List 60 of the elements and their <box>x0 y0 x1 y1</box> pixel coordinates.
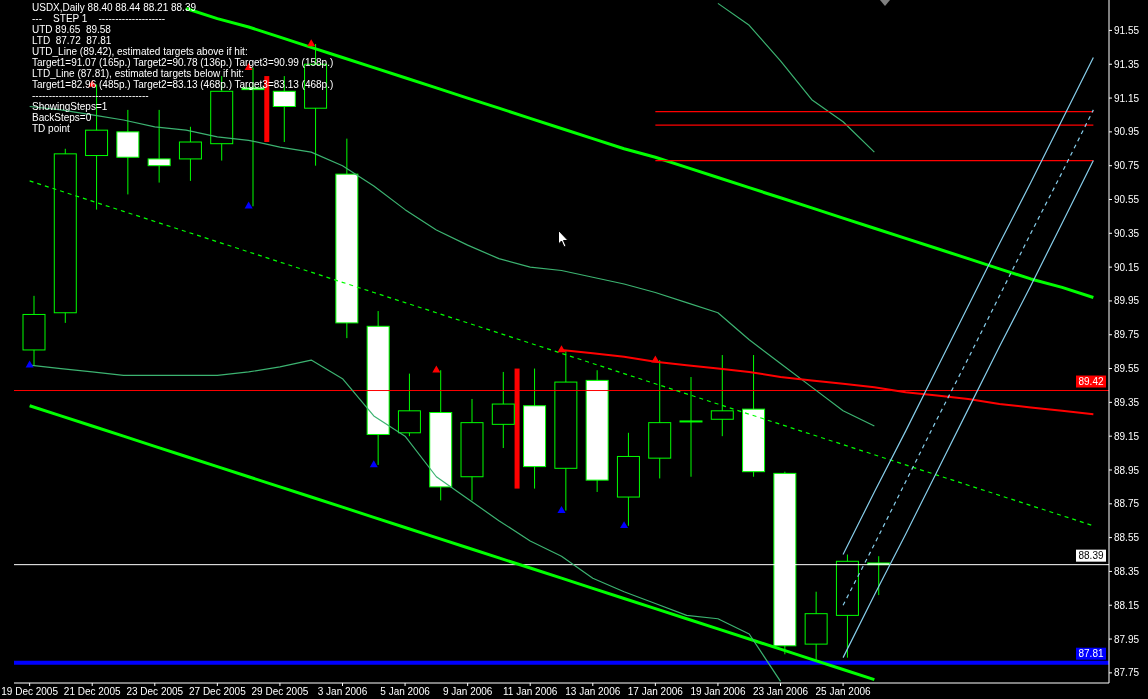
point <box>620 521 629 529</box>
candlestick <box>679 376 703 478</box>
x-tick-label: 27 Dec 2005 <box>189 686 247 698</box>
chart-title: USDX,Daily 88.40 88.44 88.21 88.39 <box>32 2 197 13</box>
y-tick-label: 91.15 <box>1114 92 1140 104</box>
point <box>244 201 253 209</box>
annotation: --- STEP 1 -------------------- <box>32 13 167 24</box>
ref-line-label: 87.81 <box>1078 648 1104 660</box>
x-tick-label: 17 Jan 2006 <box>627 686 684 698</box>
x-tick-label: 3 Jan 2006 <box>317 686 368 698</box>
annotation: LTD_Line (87.81), estimated targets below if hit: <box>32 68 245 79</box>
y-tick-label: 91.35 <box>1114 58 1140 70</box>
y-tick-label: 90.75 <box>1114 160 1140 172</box>
y-tick-label: 90.95 <box>1114 126 1140 138</box>
x-tick-label: 23 Jan 2006 <box>752 686 809 698</box>
candlestick <box>178 126 202 182</box>
candlestick <box>491 371 515 449</box>
ref-line-label: 89.42 <box>1078 376 1104 388</box>
point <box>557 505 566 513</box>
x-tick-label: 25 Jan 2006 <box>815 686 872 698</box>
y-tick-label: 88.15 <box>1114 599 1140 611</box>
x-tick-label: 5 Jan 2006 <box>380 686 431 698</box>
y-tick-label: 89.35 <box>1114 396 1140 408</box>
y-tick-label: 89.95 <box>1114 295 1140 307</box>
y-tick-label: 90.55 <box>1114 194 1140 206</box>
candlestick <box>147 109 171 184</box>
y-tick-label: 89.15 <box>1114 430 1140 442</box>
annotation: LTD 87.72 87.81 <box>32 35 113 46</box>
y-tick-label: 88.55 <box>1114 532 1140 544</box>
line-series <box>717 2 875 153</box>
y-tick-label: 88.35 <box>1114 565 1140 577</box>
x-tick-label: 19 Dec 2005 <box>1 686 59 698</box>
x-tick-label: 23 Dec 2005 <box>126 686 184 698</box>
point <box>432 365 441 373</box>
annotation: BackSteps=0 <box>32 112 92 123</box>
y-tick-label: 88.75 <box>1114 498 1140 510</box>
x-tick-label: 11 Jan 2006 <box>503 686 558 698</box>
line-series <box>28 404 876 682</box>
x-tick-label: 9 Jan 2006 <box>442 686 493 698</box>
annotation: ----------------------------------- <box>32 90 150 101</box>
x-tick-label: 13 Jan 2006 <box>565 686 621 698</box>
y-tick-label: 88.95 <box>1114 464 1140 476</box>
annotation: UTD 89.65 89.58 <box>32 24 112 35</box>
candlestick <box>710 354 734 437</box>
ref-line-label: 88.39 <box>1078 550 1104 562</box>
y-tick-label: 87.95 <box>1114 633 1140 645</box>
annotation: TD point <box>32 123 70 134</box>
y-tick-label: 90.35 <box>1114 227 1140 239</box>
point <box>369 460 378 468</box>
annotation: UTD_Line (89.42), estimated targets above if hit: <box>32 46 248 57</box>
x-tick-label: 21 Dec 2005 <box>63 686 121 698</box>
x-tick-label: 29 Dec 2005 <box>251 686 309 698</box>
y-tick-label: 90.15 <box>1114 261 1140 273</box>
point <box>557 345 566 353</box>
y-tick-label: 89.55 <box>1114 363 1140 375</box>
y-tick-label: 89.75 <box>1114 329 1140 341</box>
y-tick-label: 87.75 <box>1114 667 1140 679</box>
candlestick <box>397 373 421 437</box>
x-tick-label: 19 Jan 2006 <box>690 686 746 698</box>
y-tick-label: 91.55 <box>1114 24 1140 36</box>
